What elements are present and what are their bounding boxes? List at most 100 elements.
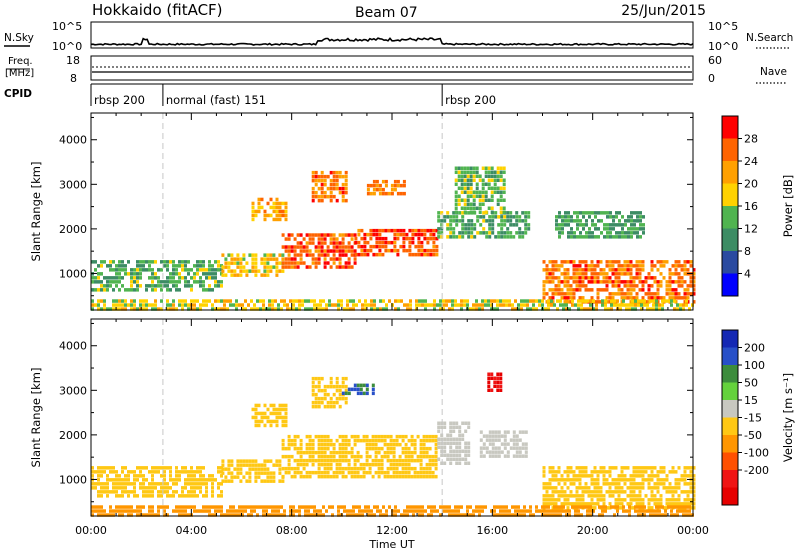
data-cell bbox=[554, 268, 558, 272]
data-cell bbox=[233, 257, 237, 261]
data-cell bbox=[502, 178, 506, 182]
data-cell bbox=[178, 505, 181, 509]
data-cell bbox=[518, 450, 522, 454]
data-cell bbox=[378, 240, 382, 245]
data-cell bbox=[548, 288, 552, 292]
data-cell bbox=[551, 264, 555, 268]
data-cell bbox=[652, 509, 655, 513]
data-cell bbox=[187, 505, 190, 509]
data-cell bbox=[659, 284, 663, 288]
data-cell bbox=[335, 466, 339, 471]
data-cell bbox=[154, 307, 157, 311]
data-cell bbox=[620, 502, 624, 506]
data-cell bbox=[199, 276, 202, 280]
data-cell bbox=[464, 453, 468, 457]
data-cell bbox=[500, 219, 504, 223]
data-cell bbox=[564, 219, 567, 223]
data-cell bbox=[638, 494, 642, 498]
data-cell bbox=[558, 215, 561, 219]
data-cell bbox=[262, 303, 265, 307]
data-cell bbox=[650, 268, 654, 272]
y-tick-label: 4000 bbox=[59, 134, 87, 147]
data-cell bbox=[575, 466, 579, 470]
data-cell bbox=[329, 376, 333, 381]
data-cell bbox=[581, 268, 585, 272]
data-cell bbox=[390, 240, 394, 245]
data-cell bbox=[266, 475, 270, 479]
data-cell bbox=[130, 299, 133, 303]
data-cell bbox=[302, 458, 306, 463]
data-cell bbox=[124, 478, 127, 482]
data-cell bbox=[220, 284, 223, 288]
data-cell bbox=[484, 210, 488, 214]
data-cell bbox=[509, 438, 513, 442]
data-cell bbox=[542, 498, 546, 502]
data-cell bbox=[446, 437, 450, 441]
data-cell bbox=[217, 307, 220, 311]
x-tick-label: 16:00 bbox=[476, 524, 508, 537]
data-cell bbox=[196, 307, 199, 311]
data-cell bbox=[668, 276, 672, 280]
data-cell bbox=[305, 241, 309, 245]
data-cell bbox=[338, 190, 342, 195]
data-cell bbox=[202, 299, 205, 303]
data-cell bbox=[380, 458, 384, 463]
data-cell bbox=[241, 303, 244, 307]
data-cell bbox=[205, 478, 208, 482]
data-cell bbox=[584, 466, 588, 470]
data-cell bbox=[427, 505, 430, 509]
data-cell bbox=[433, 307, 436, 311]
data-cell bbox=[235, 509, 238, 513]
data-cell bbox=[689, 486, 693, 490]
data-cell bbox=[597, 227, 600, 231]
data-cell bbox=[401, 434, 405, 439]
data-cell bbox=[634, 303, 637, 307]
data-cell bbox=[458, 445, 462, 449]
data-cell bbox=[662, 296, 666, 300]
data-cell bbox=[582, 215, 585, 219]
data-cell bbox=[248, 471, 252, 475]
data-cell bbox=[682, 505, 685, 509]
data-cell bbox=[236, 467, 240, 471]
data-cell bbox=[551, 474, 555, 478]
data-cell bbox=[100, 482, 103, 486]
data-cell bbox=[278, 217, 282, 222]
colorbar-label: Velocity [m s⁻¹] bbox=[781, 373, 795, 462]
data-cell bbox=[151, 490, 154, 494]
data-cell bbox=[320, 396, 324, 401]
data-cell bbox=[611, 284, 615, 288]
data-cell bbox=[458, 453, 462, 457]
data-cell bbox=[566, 292, 570, 296]
data-cell bbox=[466, 194, 470, 198]
data-cell bbox=[484, 299, 487, 303]
data-cell bbox=[661, 513, 664, 517]
data-cell bbox=[560, 490, 564, 494]
data-cell bbox=[469, 182, 473, 186]
data-cell bbox=[115, 276, 118, 280]
data-cell bbox=[636, 235, 639, 239]
data-cell bbox=[390, 191, 394, 196]
data-cell bbox=[481, 178, 485, 182]
data-cell bbox=[383, 474, 387, 479]
data-cell bbox=[509, 235, 513, 239]
data-cell bbox=[112, 276, 115, 280]
data-cell bbox=[375, 244, 379, 249]
data-cell bbox=[211, 272, 214, 276]
data-cell bbox=[193, 474, 196, 478]
data-cell bbox=[624, 231, 627, 235]
data-cell bbox=[440, 231, 444, 235]
data-cell bbox=[326, 186, 330, 191]
data-cell bbox=[399, 183, 403, 188]
data-cell bbox=[466, 299, 469, 303]
data-cell bbox=[299, 253, 303, 257]
data-cell bbox=[341, 466, 345, 471]
data-cell bbox=[169, 303, 172, 307]
data-cell bbox=[263, 217, 267, 222]
data-cell bbox=[503, 231, 507, 235]
data-cell bbox=[97, 299, 100, 303]
data-cell bbox=[622, 505, 625, 509]
data-cell bbox=[172, 482, 175, 486]
data-cell bbox=[502, 513, 505, 517]
data-cell bbox=[254, 459, 258, 463]
data-cell bbox=[205, 303, 208, 307]
